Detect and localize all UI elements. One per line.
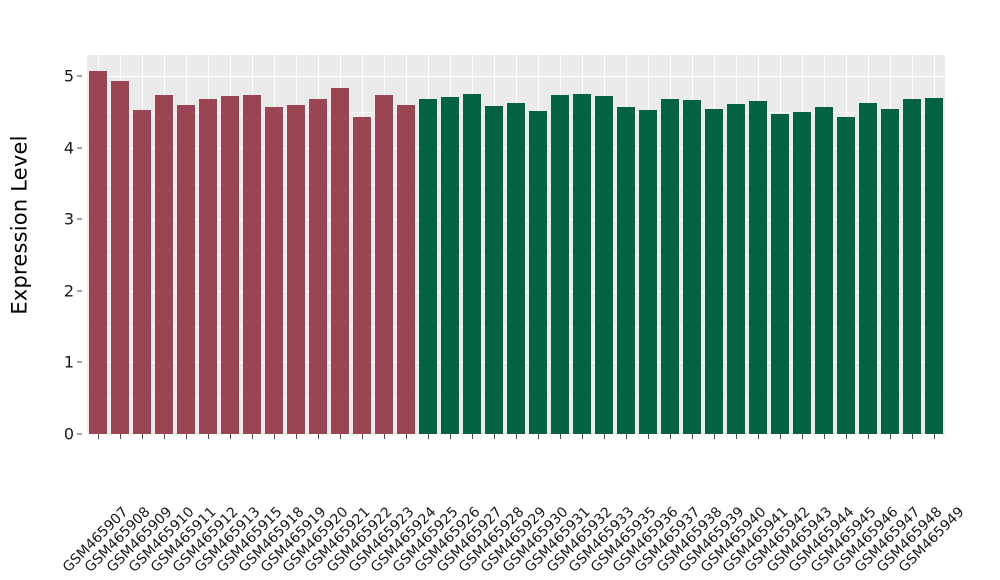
- y-axis-tick-mark: [77, 218, 82, 220]
- x-axis-tick-mark: [428, 434, 429, 439]
- x-axis-tick-mark: [252, 434, 253, 439]
- x-axis-tick-mark: [164, 434, 165, 439]
- y-axis-tick-labels: 0 1 2 3 4 5: [40, 0, 82, 450]
- x-axis-tick-mark: [582, 434, 583, 439]
- bar: [837, 116, 855, 434]
- y-axis-tick-label: 1: [63, 352, 74, 372]
- y-axis-tick-label: 2: [63, 281, 74, 301]
- y-axis-tick-mark: [77, 147, 82, 149]
- x-axis-tick-mark: [714, 434, 715, 439]
- x-axis-tick-mark: [98, 434, 99, 439]
- bar: [89, 70, 107, 434]
- bar: [485, 105, 503, 434]
- bar: [815, 106, 833, 434]
- bar: [859, 102, 877, 434]
- bar: [771, 113, 789, 434]
- bar: [727, 104, 745, 434]
- x-axis-tick-labels: GSM465907 GSM465908 GSM465909 GSM465910 GSM4…: [60, 441, 968, 580]
- y-axis-tick-label: 0: [63, 424, 74, 444]
- y-axis-title: Expression Level: [0, 0, 40, 450]
- bar: [155, 95, 173, 434]
- x-axis-tick-mark: [472, 434, 473, 439]
- y-axis-title-text: Expression Level: [8, 135, 32, 315]
- x-axis-tick-mark: [802, 434, 803, 439]
- bar: [177, 105, 195, 434]
- y-axis-tick-label: 5: [63, 66, 74, 86]
- x-axis-tick-mark: [296, 434, 297, 439]
- bar: [683, 100, 701, 434]
- x-axis-tick-mark: [450, 434, 451, 439]
- bar: [111, 81, 129, 434]
- x-axis-tick-marks: [87, 434, 945, 440]
- bar: [793, 112, 811, 434]
- x-axis-tick-mark: [934, 434, 935, 439]
- x-axis-tick-mark: [648, 434, 649, 439]
- x-axis-tick-mark: [670, 434, 671, 439]
- y-axis-tick-mark: [77, 361, 82, 363]
- bar: [925, 97, 943, 434]
- x-axis-tick-mark: [230, 434, 231, 439]
- bar: [617, 106, 635, 434]
- bar: [661, 98, 679, 434]
- bar: [287, 105, 305, 434]
- y-axis-tick-mark: [77, 433, 82, 435]
- x-axis-tick-mark: [208, 434, 209, 439]
- y-axis-tick-label: 4: [63, 138, 74, 158]
- x-axis-tick-mark: [780, 434, 781, 439]
- x-axis-tick-mark: [406, 434, 407, 439]
- x-axis-tick-mark: [692, 434, 693, 439]
- bar: [551, 95, 569, 434]
- plot-panel: [87, 55, 945, 434]
- x-axis-tick-mark: [736, 434, 737, 439]
- bar: [639, 110, 657, 434]
- y-axis-tick-mark: [77, 290, 82, 292]
- bar: [573, 94, 591, 434]
- bar: [133, 110, 151, 434]
- bar: [507, 102, 525, 434]
- x-axis-tick-mark: [318, 434, 319, 439]
- bar: [705, 108, 723, 434]
- bar: [595, 95, 613, 434]
- bar: [881, 108, 899, 434]
- x-axis-tick-mark: [758, 434, 759, 439]
- bar: [243, 95, 261, 434]
- x-axis-tick-mark: [912, 434, 913, 439]
- x-axis-tick-mark: [362, 434, 363, 439]
- bar: [419, 98, 437, 434]
- x-axis-tick-mark: [142, 434, 143, 439]
- bar: [199, 99, 217, 434]
- bar: [529, 110, 547, 434]
- x-axis-tick-mark: [560, 434, 561, 439]
- bar: [441, 97, 459, 434]
- x-axis-tick-mark: [120, 434, 121, 439]
- x-axis-tick-mark: [538, 434, 539, 439]
- bar: [353, 116, 371, 434]
- x-axis-tick-mark: [516, 434, 517, 439]
- x-axis-tick-mark: [274, 434, 275, 439]
- bar: [309, 98, 327, 434]
- x-axis-tick-mark: [626, 434, 627, 439]
- bar: [375, 95, 393, 434]
- x-axis-tick-mark: [604, 434, 605, 439]
- bar: [397, 105, 415, 434]
- bar: [221, 95, 239, 434]
- y-axis-tick-mark: [77, 75, 82, 77]
- bar: [903, 98, 921, 434]
- x-axis-tick-mark: [846, 434, 847, 439]
- x-axis-tick-mark: [890, 434, 891, 439]
- y-axis-tick-label: 3: [63, 209, 74, 229]
- bar: [265, 106, 283, 434]
- x-axis-tick-mark: [186, 434, 187, 439]
- bar: [749, 100, 767, 434]
- x-axis-tick-mark: [384, 434, 385, 439]
- bar: [463, 94, 481, 434]
- x-axis-tick-mark: [824, 434, 825, 439]
- x-axis-tick-mark: [340, 434, 341, 439]
- x-axis-tick-mark: [494, 434, 495, 439]
- bar: [331, 87, 349, 434]
- x-axis-tick-mark: [868, 434, 869, 439]
